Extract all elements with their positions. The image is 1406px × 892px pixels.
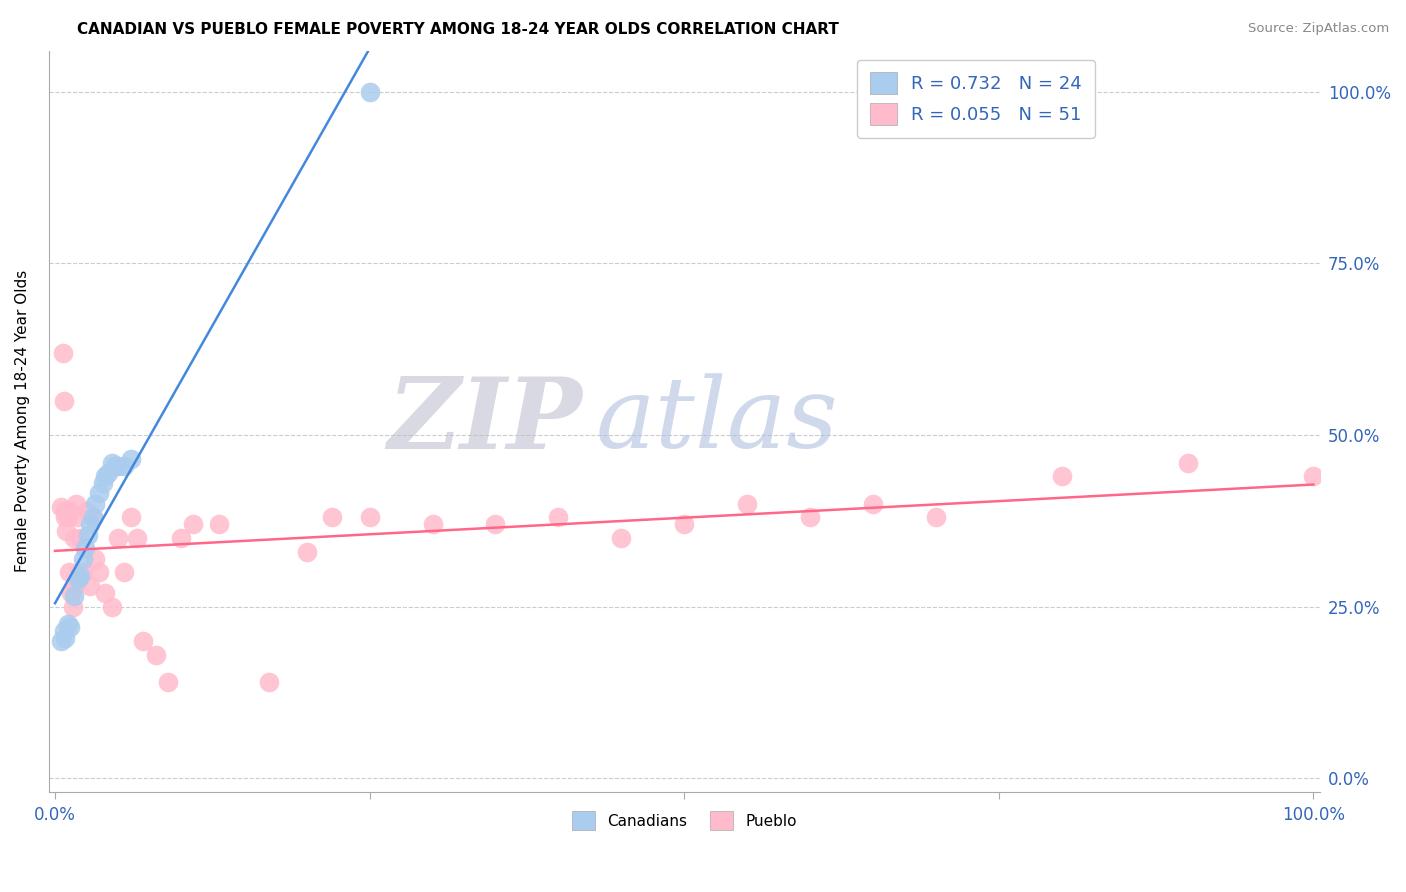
Point: [69, 568, 91, 582]
Text: atlas: atlas: [595, 374, 838, 469]
Point: [67, 566, 90, 580]
Point: [100, 599, 122, 614]
Point: [63, 590, 86, 604]
Point: [1177, 456, 1199, 470]
Point: [82, 510, 104, 524]
Point: [97, 466, 120, 480]
Point: [69, 531, 91, 545]
Point: [84, 497, 107, 511]
Point: [547, 510, 569, 524]
Point: [87, 486, 110, 500]
Point: [107, 458, 129, 473]
Point: [107, 531, 129, 545]
Point: [799, 510, 821, 524]
Point: [104, 458, 127, 473]
Point: [66, 572, 89, 586]
Point: [120, 510, 142, 524]
Point: [673, 517, 696, 532]
Point: [257, 675, 280, 690]
Point: [183, 517, 205, 532]
Point: [55, 524, 77, 538]
Point: [321, 510, 343, 524]
Point: [94, 586, 117, 600]
Point: [79, 579, 101, 593]
Point: [112, 458, 135, 473]
Point: [484, 517, 506, 532]
Point: [53, 631, 76, 645]
Point: [58, 566, 80, 580]
Point: [84, 551, 107, 566]
Point: [145, 648, 167, 662]
Point: [72, 551, 94, 566]
Point: [862, 497, 884, 511]
Point: [735, 497, 758, 511]
Point: [53, 503, 76, 517]
Point: [62, 599, 84, 614]
Point: [925, 510, 948, 524]
Point: [72, 566, 94, 580]
Point: [52, 624, 75, 638]
Point: [91, 476, 114, 491]
Point: [51, 634, 73, 648]
Point: [422, 517, 444, 532]
Point: [100, 456, 122, 470]
Point: [295, 545, 318, 559]
Point: [610, 531, 633, 545]
Point: [359, 510, 381, 524]
Point: [56, 616, 79, 631]
Point: [66, 510, 89, 524]
Point: [53, 510, 76, 524]
Point: [76, 527, 98, 541]
Point: [157, 675, 180, 690]
Point: [125, 531, 148, 545]
Point: [94, 469, 117, 483]
Point: [60, 586, 83, 600]
Point: [1050, 469, 1073, 483]
Point: [63, 531, 86, 545]
Point: [82, 510, 104, 524]
Point: [207, 517, 229, 532]
Point: [359, 85, 381, 99]
Point: [87, 566, 110, 580]
Text: CANADIAN VS PUEBLO FEMALE POVERTY AMONG 18-24 YEAR OLDS CORRELATION CHART: CANADIAN VS PUEBLO FEMALE POVERTY AMONG …: [77, 22, 839, 37]
Legend: Canadians, Pueblo: Canadians, Pueblo: [565, 805, 803, 836]
Point: [79, 517, 101, 532]
Point: [52, 393, 75, 408]
Point: [59, 503, 82, 517]
Point: [75, 541, 97, 556]
Point: [51, 500, 73, 515]
Point: [170, 531, 193, 545]
Text: ZIP: ZIP: [388, 373, 582, 469]
Point: [65, 497, 87, 511]
Point: [1302, 469, 1324, 483]
Point: [59, 620, 82, 634]
Text: Source: ZipAtlas.com: Source: ZipAtlas.com: [1249, 22, 1389, 36]
Point: [76, 503, 98, 517]
Point: [120, 452, 142, 467]
Point: [56, 510, 79, 524]
Point: [132, 634, 155, 648]
Point: [112, 566, 135, 580]
Point: [63, 579, 86, 593]
Y-axis label: Female Poverty Among 18-24 Year Olds: Female Poverty Among 18-24 Year Olds: [15, 270, 30, 573]
Point: [52, 345, 75, 359]
